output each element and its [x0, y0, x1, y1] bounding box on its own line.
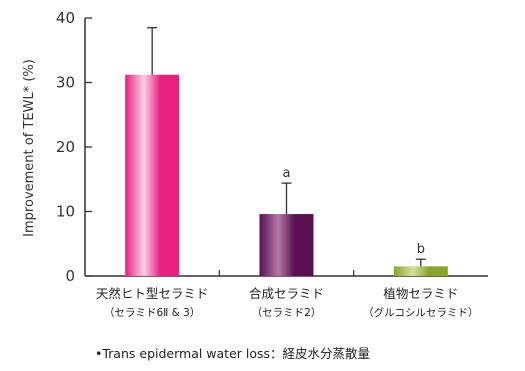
category-sublabel: （セラミド2）: [252, 307, 322, 319]
category-label: 合成セラミド: [249, 286, 324, 301]
y-tick-label: 0: [65, 267, 75, 285]
significance-letter: b: [417, 242, 425, 257]
significance-letter: a: [283, 166, 291, 181]
chart-bars: [125, 27, 448, 276]
bar: [259, 214, 314, 276]
chart-labels: 天然ヒト型セラミド （セラミド6Ⅱ & 3） a 合成セラミド （セラミド2） b 植物セラ…: [96, 166, 479, 319]
category-sublabel: （セラミド6Ⅱ & 3）: [104, 307, 200, 319]
bar: [125, 74, 180, 276]
y-tick-label: 20: [56, 138, 75, 156]
y-tick-label: 40: [56, 9, 75, 27]
footnote: •Trans epidermal water loss：経皮水分蒸散量: [95, 346, 370, 361]
y-axis-label: Improvement of TEWL* (%): [22, 59, 37, 237]
category-sublabel: （グルコシルセラミド）: [363, 306, 478, 319]
category-label: 植物セラミド: [383, 286, 458, 301]
category-label: 天然ヒト型セラミド: [96, 286, 209, 301]
bar: [393, 266, 448, 276]
y-tick-label: 10: [56, 203, 75, 221]
y-tick-label: 30: [56, 74, 75, 92]
